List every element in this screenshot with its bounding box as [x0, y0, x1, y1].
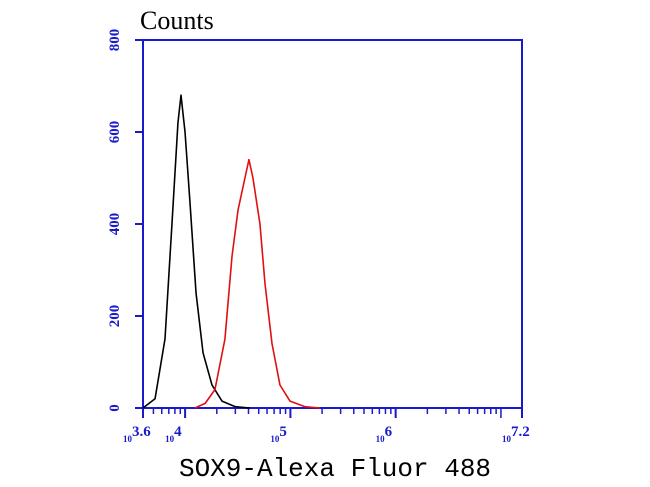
- x-tick-exponent: 7.2: [511, 424, 530, 440]
- x-tick-base: 10: [376, 434, 386, 444]
- series-line: [142, 94, 251, 409]
- x-tick-label: 105: [270, 424, 287, 444]
- series-line: [194, 158, 321, 409]
- y-tick-label: 600: [107, 121, 123, 144]
- x-tick-base: 10: [123, 434, 133, 444]
- chart-title: Counts: [140, 6, 214, 35]
- x-tick-exponent: 6: [385, 424, 393, 440]
- y-tick-label: 400: [107, 213, 123, 236]
- y-tick-label: 200: [107, 305, 123, 328]
- x-tick-label: 104: [165, 424, 182, 444]
- x-tick-exponent: 5: [279, 424, 287, 440]
- y-tick-label: 0: [107, 404, 123, 412]
- x-axis-label: SOX9-Alexa Fluor 488: [179, 454, 491, 484]
- x-tick-label: 106: [376, 424, 393, 444]
- x-tick-base: 10: [165, 434, 175, 444]
- y-tick-label: 800: [107, 29, 123, 52]
- x-tick-exponent: 3.6: [132, 424, 151, 440]
- x-tick-base: 10: [502, 434, 512, 444]
- x-tick-label: 107.2: [502, 424, 530, 444]
- x-tick-exponent: 4: [174, 424, 182, 440]
- x-tick-base: 10: [270, 434, 280, 444]
- x-tick-label: 103.6: [123, 424, 151, 444]
